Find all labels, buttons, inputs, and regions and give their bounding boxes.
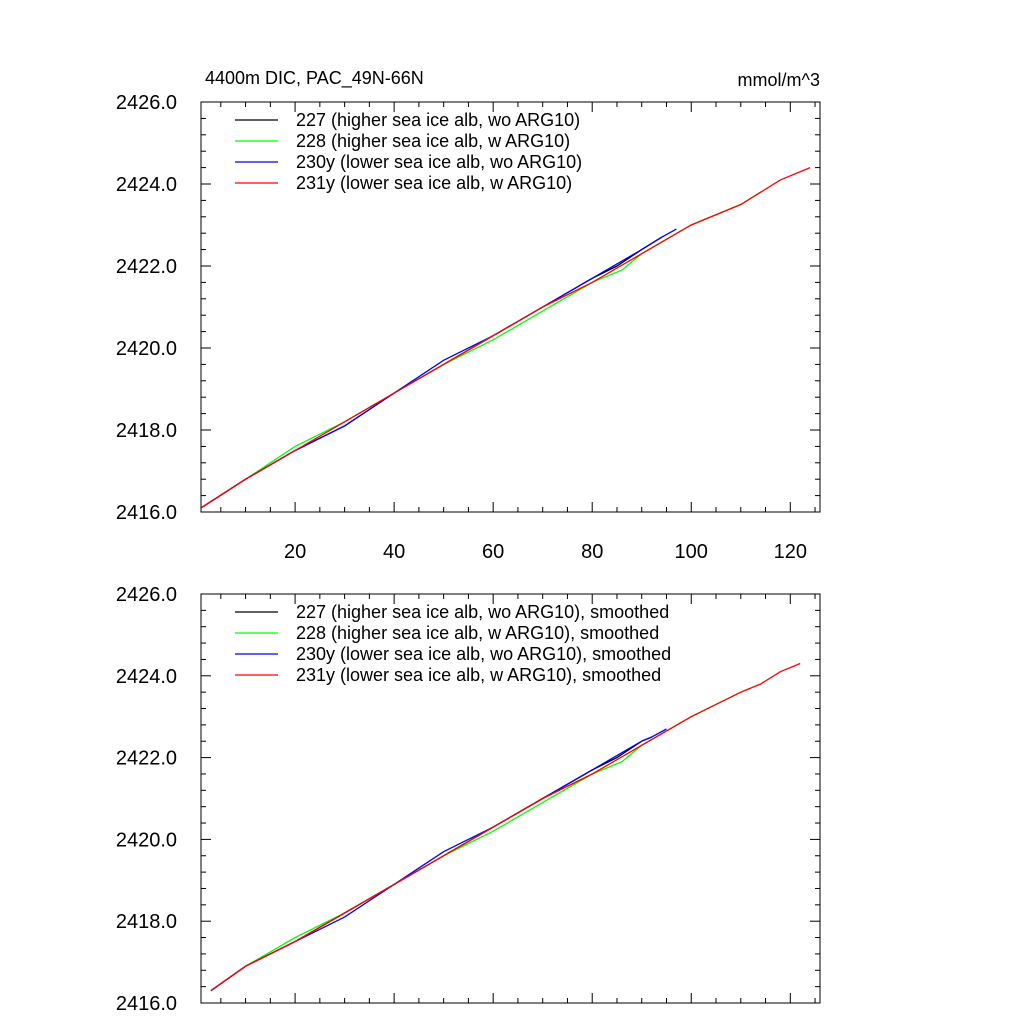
units-label: mmol/m^3	[738, 70, 820, 90]
series-line-4	[210, 662, 801, 992]
x-tick-label: 120	[774, 541, 807, 563]
x-tick-label: 40	[383, 541, 405, 563]
legend-label-3: 230y (lower sea ice alb, wo ARG10), smoo…	[296, 644, 671, 664]
legend-label-1: 227 (higher sea ice alb, wo ARG10)	[296, 110, 580, 130]
x-tick-label: 80	[581, 541, 603, 563]
series-line-4	[201, 166, 811, 509]
y-tick-label: 2420.0	[116, 338, 177, 360]
legend-label-4: 231y (lower sea ice alb, w ARG10)	[296, 173, 572, 193]
y-tick-label: 2422.0	[116, 256, 177, 278]
x-tick-label: 100	[675, 541, 708, 563]
y-tick-label: 2424.0	[116, 666, 177, 688]
chart-title: 4400m DIC, PAC_49N-66N	[205, 68, 424, 89]
y-tick-label: 2418.0	[116, 911, 177, 933]
y-tick-label: 2424.0	[116, 174, 177, 196]
series-line-1	[210, 736, 652, 992]
y-tick-label: 2416.0	[116, 993, 177, 1015]
series-line-3	[210, 728, 667, 992]
legend-label-1: 227 (higher sea ice alb, wo ARG10), smoo…	[296, 602, 669, 622]
y-tick-label: 2418.0	[116, 420, 177, 442]
series-line-3	[201, 228, 677, 509]
plot-frame	[200, 593, 821, 1004]
y-tick-label: 2426.0	[116, 584, 177, 606]
y-tick-label: 2422.0	[116, 748, 177, 770]
chart-panel-1: 2416.0 2418.0 2420.0 2422.0 2424.0 2426.0 20 40…	[116, 68, 821, 563]
y-tick-label: 2416.0	[116, 502, 177, 524]
legend-label-4: 231y (lower sea ice alb, w ARG10), smoot…	[296, 665, 661, 685]
series-line-2	[201, 191, 761, 509]
x-tick-label: 60	[482, 541, 504, 563]
x-tick-label: 20	[284, 541, 306, 563]
legend-label-2: 228 (higher sea ice alb, w ARG10), smoot…	[296, 623, 659, 643]
y-tick-label: 2420.0	[116, 829, 177, 851]
plot-frame	[200, 101, 821, 513]
y-tick-label: 2426.0	[116, 92, 177, 114]
chart-panel-2: 2416.0 2418.0 2420.0 2422.0 2424.0 2426.0 227 …	[116, 584, 821, 1015]
series-line-2	[210, 687, 751, 992]
legend-label-3: 230y (lower sea ice alb, wo ARG10)	[296, 152, 582, 172]
legend-label-2: 228 (higher sea ice alb, w ARG10)	[296, 131, 570, 151]
